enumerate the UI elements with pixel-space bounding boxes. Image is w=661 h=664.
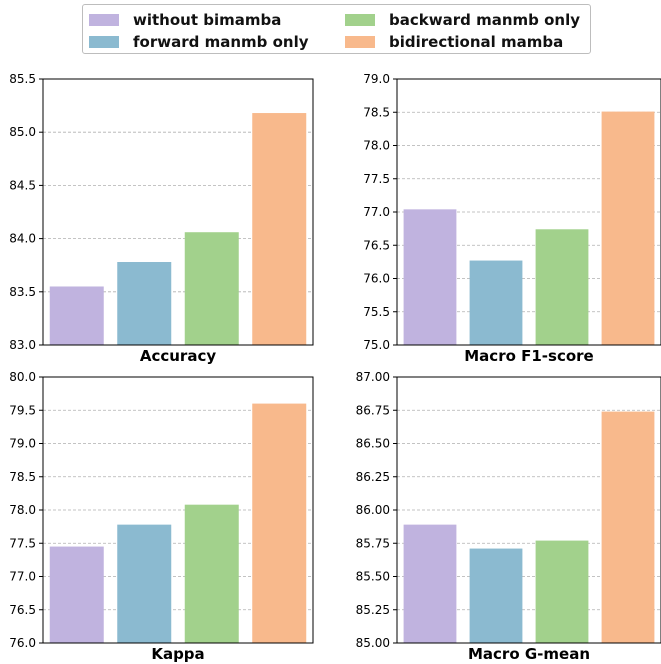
y-tick-label: 77.0 [363,205,390,219]
y-tick-label: 85.25 [356,603,390,617]
bar [49,546,104,643]
legend-label: bidirectional mamba [389,33,564,51]
legend-item: forward manmb only [89,33,309,51]
legend-swatch [89,36,119,48]
y-tick-label: 79.5 [9,403,36,417]
axes-frame [42,78,314,346]
legend-swatch [345,14,375,26]
axes-frame [396,78,661,346]
panel-title: Macro F1-score [464,347,593,365]
bar [601,111,655,346]
y-tick-label: 76.0 [9,636,36,650]
y-tick-label: 77.5 [9,536,36,550]
y-tick-label: 85.0 [9,125,36,139]
bar [252,403,307,643]
y-tick-label: 78.5 [9,470,36,484]
bar [469,260,523,345]
panel-title: Accuracy [140,347,216,365]
legend-item: backward manmb only [345,11,580,29]
y-tick-label: 84.5 [9,178,36,192]
y-tick-label: 76.5 [9,603,36,617]
axes-frame [42,376,314,644]
bar [535,540,589,643]
bar [535,229,589,345]
bar [117,262,172,345]
y-tick-label: 85.5 [9,72,36,86]
y-tick-label: 86.00 [356,503,390,517]
y-tick-label: 83.0 [9,338,36,352]
bar [117,524,172,643]
y-tick-label: 83.5 [9,285,36,299]
panel-title: Kappa [151,645,204,663]
y-tick-label: 78.0 [363,139,390,153]
y-tick-label: 76.0 [363,272,390,286]
y-tick-label: 75.5 [363,305,390,319]
bar [403,524,457,643]
y-tick-label: 84.0 [9,232,36,246]
y-tick-label: 77.0 [9,570,36,584]
bar [184,504,239,643]
y-tick-label: 78.0 [9,503,36,517]
panel-title: Macro G-mean [468,645,590,663]
y-tick-label: 87.00 [356,370,390,384]
bar [403,209,457,345]
bar [252,113,307,345]
y-tick-label: 76.5 [363,238,390,252]
y-tick-label: 75.0 [363,338,390,352]
y-tick-label: 86.75 [356,403,390,417]
legend-label: backward manmb only [389,11,580,29]
legend: without bimamba forward manmb only backw… [82,4,591,54]
bar [49,286,104,345]
legend-label: without bimamba [133,11,282,29]
legend-swatch [89,14,119,26]
legend-label: forward manmb only [133,33,309,51]
y-tick-label: 79.0 [363,72,390,86]
y-tick-label: 86.50 [356,437,390,451]
y-tick-label: 77.5 [363,172,390,186]
y-tick-label: 78.5 [363,105,390,119]
y-tick-label: 79.0 [9,437,36,451]
y-tick-label: 85.75 [356,536,390,550]
axes-frame [396,376,661,644]
y-tick-label: 85.00 [356,636,390,650]
y-tick-label: 86.25 [356,470,390,484]
bar [469,548,523,643]
bar [601,411,655,643]
legend-item: without bimamba [89,11,281,29]
legend-swatch [345,36,375,48]
y-tick-label: 80.0 [9,370,36,384]
legend-item: bidirectional mamba [345,33,563,51]
bar [184,232,239,345]
y-tick-label: 85.50 [356,570,390,584]
